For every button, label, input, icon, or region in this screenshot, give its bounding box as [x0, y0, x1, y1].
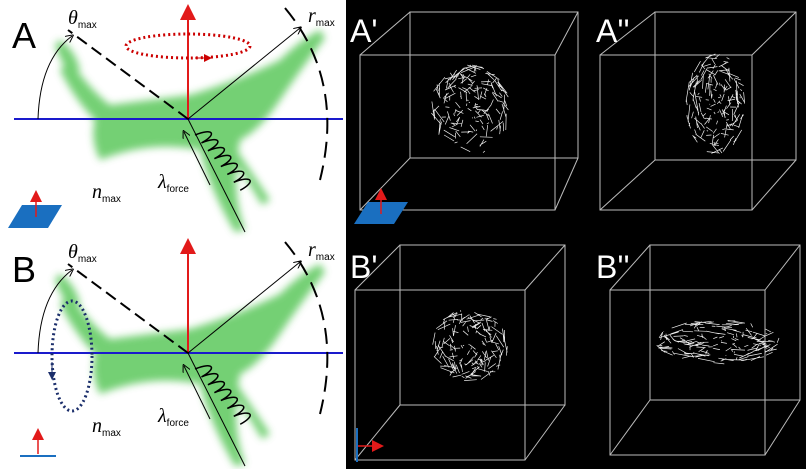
- r-label-sub: max: [316, 18, 335, 29]
- theta-label-symbol: θ: [68, 7, 78, 29]
- n-label-sub: max: [102, 428, 121, 439]
- r-label-symbol: r: [308, 239, 316, 261]
- n-label-sub: max: [102, 194, 121, 205]
- simulation-label: B': [350, 249, 377, 285]
- theta-label-symbol: θ: [68, 241, 78, 263]
- panel-label: B: [12, 249, 36, 290]
- panel-label: A: [12, 15, 36, 56]
- lambda-label-symbol: λ: [157, 171, 167, 193]
- r-label-sub: max: [316, 252, 335, 263]
- figure: AθmaxrmaxnmaxλforceBθmaxrmaxnmaxλforce A…: [0, 0, 806, 469]
- n-label-symbol: n: [92, 181, 102, 203]
- simulation-label: B'': [596, 249, 630, 285]
- n-label-symbol: n: [92, 415, 102, 437]
- theta-label-sub: max: [78, 20, 97, 31]
- simulation-label: A'': [596, 13, 630, 49]
- lambda-label-symbol: λ: [157, 405, 167, 427]
- theta-label-sub: max: [78, 254, 97, 265]
- lambda-label-sub: force: [167, 418, 190, 429]
- r-label-symbol: r: [308, 5, 316, 27]
- right-bg: [346, 0, 806, 469]
- simulation-label: A': [350, 13, 377, 49]
- lambda-label-sub: force: [167, 184, 190, 195]
